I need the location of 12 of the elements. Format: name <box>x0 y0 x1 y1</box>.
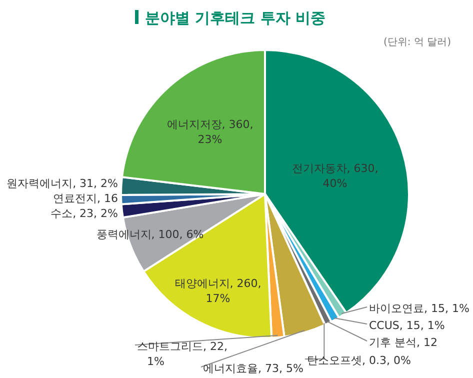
slice-label: 원자력에너지, 31, 2% <box>6 177 118 190</box>
slice-label: 수소, 23, 2% <box>50 207 118 220</box>
slice-label: 전기자동차, 630, 40% <box>292 162 378 190</box>
slice-label: 바이오연료, 15, 1% <box>369 302 470 315</box>
slice-label: CCUS, 15, 1% <box>369 319 445 332</box>
slice-label: 태양에너지, 260, 17% <box>174 277 262 305</box>
slice-label: 연료전지, 16 <box>53 192 118 205</box>
chart-title: 분야별 기후테크 투자 비중 <box>145 9 326 27</box>
chart-subtitle: (단위: 억 달러) <box>383 37 452 48</box>
slice-label: 탄소오프셋, 0.3, 0% <box>307 354 411 367</box>
slice-label: 에너지저장, 360, 23% <box>166 118 254 146</box>
slice-label: 기후 분석, 12 <box>369 336 438 349</box>
